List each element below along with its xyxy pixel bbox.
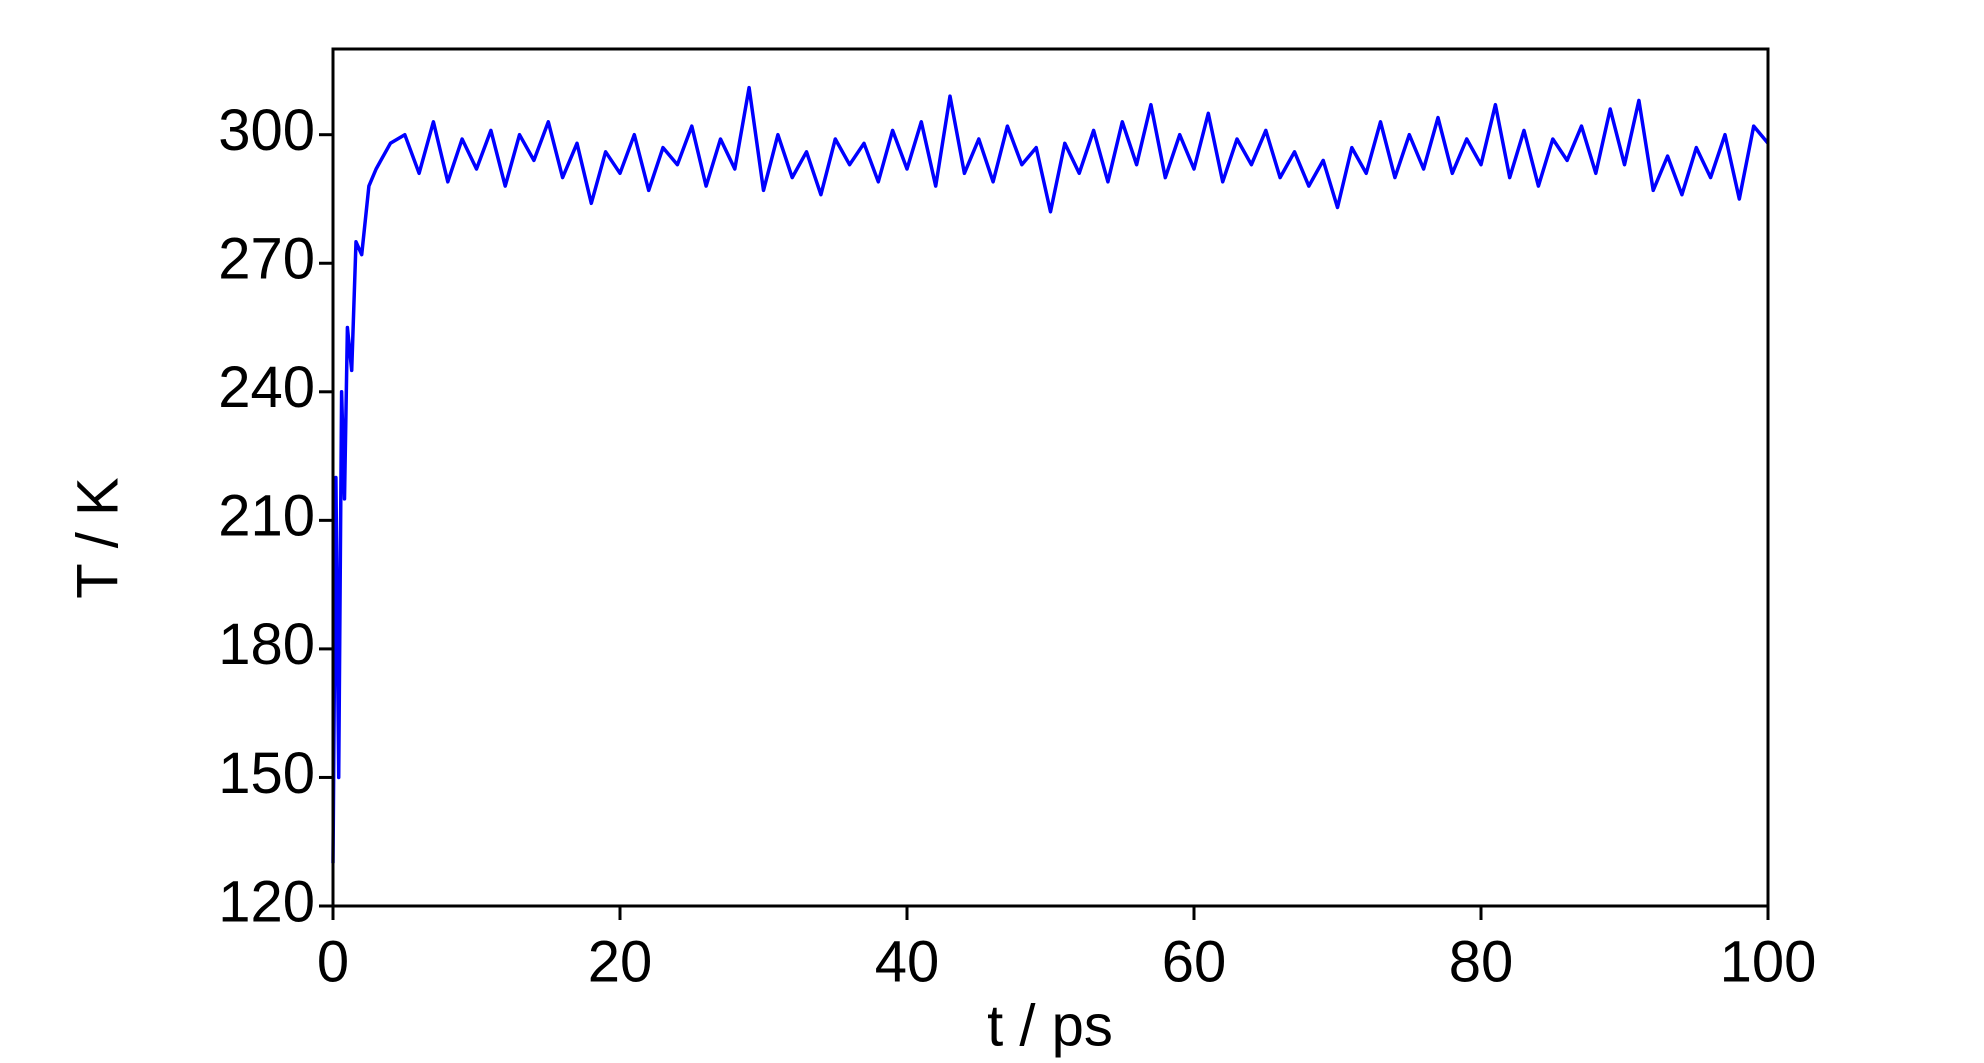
data-line <box>331 85 1770 864</box>
y-tick-label: 150 <box>218 741 315 806</box>
x-tick-label: 40 <box>875 929 940 994</box>
x-tick-label: 100 <box>1720 929 1817 994</box>
plot-frame <box>331 47 1770 908</box>
x-tick-label: 20 <box>588 929 653 994</box>
y-tick-label: 210 <box>218 484 315 549</box>
y-tick-label: 270 <box>218 227 315 292</box>
x-axis-title: t / ps <box>987 993 1113 1058</box>
x-tick-label: 60 <box>1162 929 1227 994</box>
y-tick-label: 240 <box>218 355 315 420</box>
y-tick-label: 300 <box>218 98 315 163</box>
x-tick-label: 80 <box>1449 929 1514 994</box>
y-tick-label: 120 <box>218 869 315 934</box>
y-axis-title: T / K <box>65 477 130 599</box>
x-tick-label: 0 <box>317 929 349 994</box>
y-tick-label: 180 <box>218 612 315 677</box>
